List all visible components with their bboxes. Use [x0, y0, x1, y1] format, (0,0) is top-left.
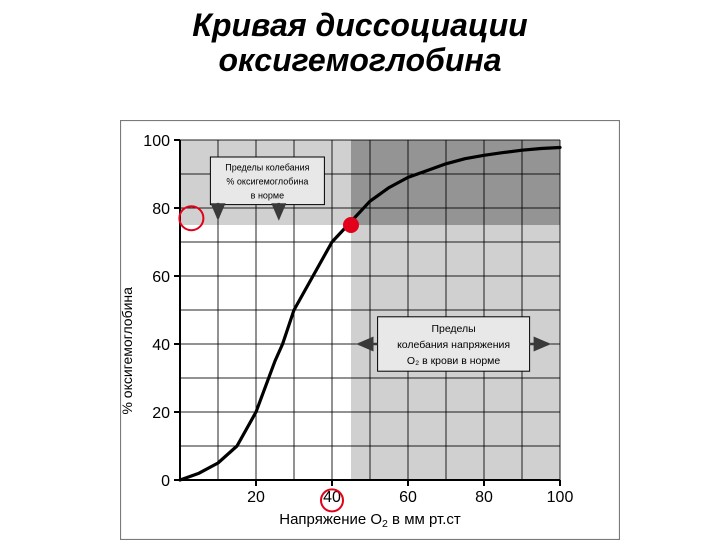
svg-text:в норме: в норме — [251, 190, 284, 200]
svg-text:100: 100 — [143, 133, 170, 150]
title-line-2: оксигемоглобина — [219, 42, 502, 78]
svg-text:60: 60 — [399, 489, 417, 506]
svg-text:40: 40 — [152, 337, 170, 354]
svg-text:Пределы: Пределы — [431, 323, 475, 335]
chart-svg: 02040608010020406080100Пределы колебания… — [120, 120, 620, 540]
svg-text:O₂ в крови в норме: O₂ в крови в норме — [407, 355, 500, 367]
svg-text:80: 80 — [475, 489, 493, 506]
svg-text:20: 20 — [152, 405, 170, 422]
svg-text:100: 100 — [547, 489, 574, 506]
svg-text:20: 20 — [247, 489, 265, 506]
svg-text:0: 0 — [161, 473, 170, 490]
svg-text:Напряжение O2 в мм рт.ст: Напряжение O2 в мм рт.ст — [279, 511, 461, 530]
svg-text:колебания напряжения: колебания напряжения — [397, 339, 510, 351]
slide: Кривая диссоциации оксигемоглобина 0 20 40… — [0, 0, 720, 540]
svg-text:Пределы колебания: Пределы колебания — [225, 162, 309, 172]
svg-text:60: 60 — [152, 269, 170, 286]
svg-text:% оксигемоглобина: % оксигемоглобина — [226, 176, 308, 186]
svg-text:% оксигемоглобина: % оксигемоглобина — [120, 287, 135, 415]
title-line-1: Кривая диссоциации — [192, 7, 527, 43]
svg-text:80: 80 — [152, 201, 170, 218]
dissociation-chart: 02040608010020406080100Пределы колебания… — [120, 120, 620, 545]
page-title: Кривая диссоциации оксигемоглобина — [0, 8, 720, 78]
